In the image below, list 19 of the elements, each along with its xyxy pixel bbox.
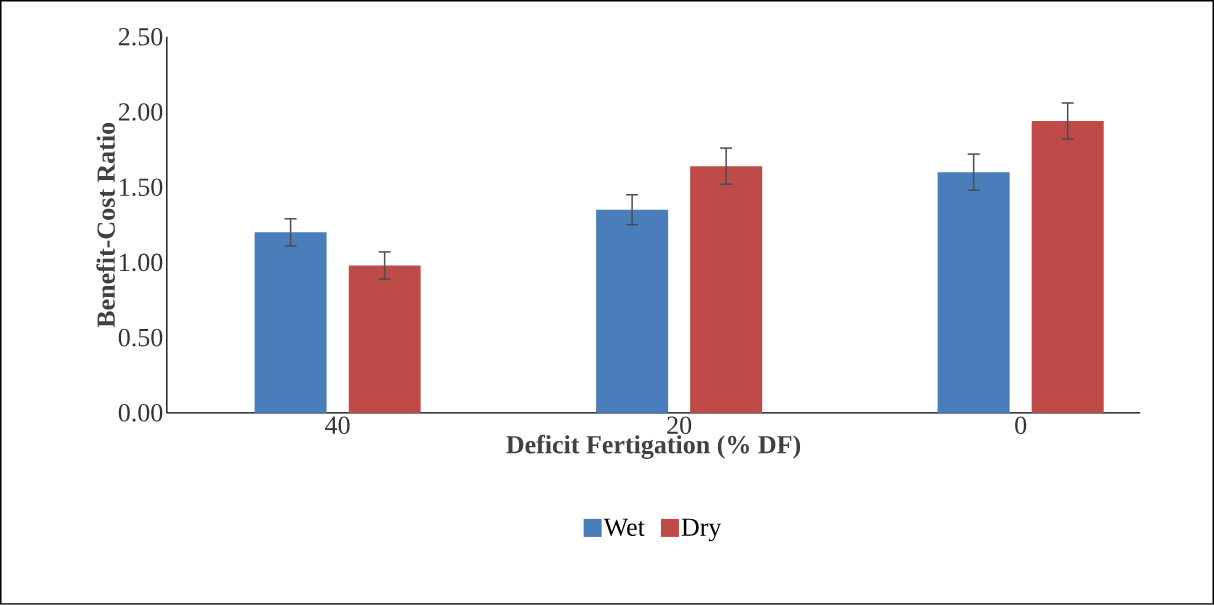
- legend-label: Dry: [681, 518, 722, 542]
- x-tick-label: 20: [667, 416, 692, 435]
- bar: [254, 232, 327, 414]
- y-tick-label: 2.50: [118, 28, 163, 46]
- x-tick-label: 0: [1015, 416, 1027, 435]
- y-axis-title: Benefit-Cost Ratio: [96, 123, 115, 328]
- y-tick-label: 0.50: [118, 328, 163, 347]
- x-axis-title: Deficit Fertigation (% DF): [506, 434, 801, 460]
- bar: [690, 166, 763, 414]
- y-tick-label: 0.00: [118, 404, 163, 422]
- bar: [348, 265, 421, 414]
- bar: [1031, 121, 1104, 414]
- legend-label: Wet: [603, 518, 645, 537]
- bar: [596, 209, 669, 414]
- y-tick-label: 2.00: [118, 103, 163, 121]
- y-tick-label: 1.50: [120, 178, 163, 197]
- x-tick-label: 40: [325, 416, 350, 435]
- y-tick-label: 1.00: [120, 253, 163, 272]
- bar: [937, 172, 1010, 414]
